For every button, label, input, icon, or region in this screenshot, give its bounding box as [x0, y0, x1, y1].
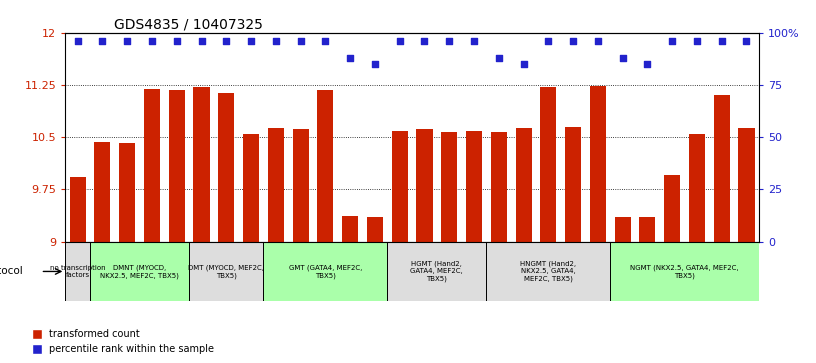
Point — [641, 61, 654, 67]
Text: HGMT (Hand2,
GATA4, MEF2C,
TBX5): HGMT (Hand2, GATA4, MEF2C, TBX5) — [410, 260, 463, 282]
Text: GMT (GATA4, MEF2C,
TBX5): GMT (GATA4, MEF2C, TBX5) — [289, 264, 362, 279]
Text: DMNT (MYOCD,
NKX2.5, MEF2C, TBX5): DMNT (MYOCD, NKX2.5, MEF2C, TBX5) — [100, 264, 179, 279]
Point — [566, 38, 579, 44]
Bar — [90, 242, 189, 301]
Bar — [268, 128, 284, 242]
Bar — [490, 132, 507, 242]
Text: DMT (MYOCD, MEF2C,
TBX5): DMT (MYOCD, MEF2C, TBX5) — [188, 264, 264, 279]
Point — [443, 38, 456, 44]
Legend: transformed count, percentile rank within the sample: transformed count, percentile rank withi… — [29, 326, 218, 358]
Text: HNGMT (Hand2,
NKX2.5, GATA4,
MEF2C, TBX5): HNGMT (Hand2, NKX2.5, GATA4, MEF2C, TBX5… — [521, 260, 576, 282]
Point — [468, 38, 481, 44]
Bar — [264, 242, 388, 301]
Point — [220, 38, 233, 44]
Bar — [95, 142, 110, 242]
Bar — [516, 128, 531, 242]
Bar — [243, 134, 259, 242]
Bar — [317, 90, 334, 242]
Bar — [367, 217, 383, 242]
Bar — [540, 87, 557, 242]
Bar — [119, 143, 135, 242]
Bar — [590, 86, 606, 242]
Point — [344, 55, 357, 61]
Bar — [441, 131, 457, 242]
Point — [542, 38, 555, 44]
Bar — [65, 242, 90, 301]
Point — [171, 38, 184, 44]
Point — [245, 38, 258, 44]
Point — [96, 38, 109, 44]
Bar — [614, 217, 631, 242]
Bar — [714, 95, 730, 242]
Point — [740, 38, 753, 44]
Bar — [416, 130, 432, 242]
Point — [145, 38, 158, 44]
Bar — [738, 128, 755, 242]
Bar — [664, 175, 681, 242]
Point — [121, 38, 134, 44]
Text: no transcription
factors: no transcription factors — [50, 265, 105, 278]
Bar — [144, 89, 160, 242]
Point — [294, 38, 307, 44]
Point — [715, 38, 728, 44]
Bar — [565, 127, 581, 242]
Point — [616, 55, 629, 61]
Point — [393, 38, 406, 44]
Bar — [293, 129, 308, 242]
Bar — [189, 242, 264, 301]
Bar — [610, 242, 759, 301]
Point — [492, 55, 505, 61]
Point — [195, 38, 208, 44]
Point — [269, 38, 282, 44]
Bar — [392, 131, 408, 242]
Bar — [193, 87, 210, 242]
Bar — [689, 134, 705, 242]
Point — [71, 38, 84, 44]
Point — [666, 38, 679, 44]
Text: NGMT (NKX2.5, GATA4, MEF2C,
TBX5): NGMT (NKX2.5, GATA4, MEF2C, TBX5) — [630, 264, 738, 279]
Point — [690, 38, 703, 44]
Point — [517, 61, 530, 67]
Bar — [640, 217, 655, 242]
Text: GDS4835 / 10407325: GDS4835 / 10407325 — [114, 17, 263, 32]
Point — [418, 38, 431, 44]
Point — [592, 38, 605, 44]
Bar — [486, 242, 610, 301]
Bar — [218, 93, 234, 242]
Bar — [169, 90, 184, 242]
Bar — [342, 216, 358, 242]
Text: protocol: protocol — [0, 266, 23, 277]
Point — [319, 38, 332, 44]
Bar — [69, 177, 86, 242]
Bar — [388, 242, 486, 301]
Point — [368, 61, 381, 67]
Bar — [466, 131, 482, 242]
